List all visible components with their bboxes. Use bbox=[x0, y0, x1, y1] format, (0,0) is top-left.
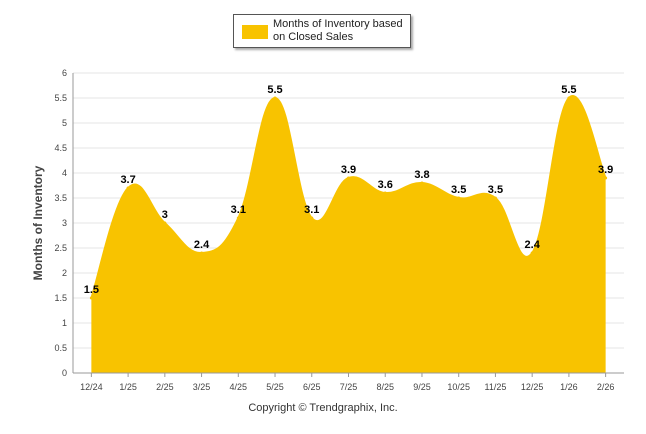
y-axis-title: Months of Inventory bbox=[31, 165, 45, 280]
data-point[interactable] bbox=[567, 96, 571, 100]
data-point[interactable] bbox=[236, 216, 240, 220]
data-point[interactable] bbox=[163, 221, 167, 225]
data-label: 2.4 bbox=[194, 239, 210, 251]
y-axis-ticks: 0 0.5 1 1.5 2 2.5 3 3.5 4 4.5 5 5.5 6 bbox=[54, 68, 67, 378]
x-tick-label: 2/25 bbox=[156, 382, 174, 392]
data-point[interactable] bbox=[457, 196, 461, 200]
series-area-layer bbox=[90, 95, 607, 373]
data-label: 3.6 bbox=[378, 179, 393, 191]
y-tick-label: 5.5 bbox=[54, 93, 67, 103]
x-tick-label: 6/25 bbox=[303, 382, 321, 392]
x-tick-label: 1/25 bbox=[119, 382, 137, 392]
x-tick-label: 1/26 bbox=[560, 382, 578, 392]
data-point[interactable] bbox=[310, 216, 314, 220]
x-tick-label: 2/26 bbox=[597, 382, 615, 392]
copyright-text: Copyright © Trendgraphix, Inc. bbox=[248, 402, 398, 414]
y-tick-label: 0.5 bbox=[54, 343, 67, 353]
data-label: 3.5 bbox=[451, 184, 466, 196]
data-point[interactable] bbox=[126, 186, 130, 190]
x-tick-label: 10/25 bbox=[447, 382, 470, 392]
data-point[interactable] bbox=[383, 191, 387, 195]
x-tick-label: 3/25 bbox=[193, 382, 211, 392]
data-point[interactable] bbox=[530, 251, 534, 255]
data-label: 3.5 bbox=[488, 184, 503, 196]
data-label: 3.8 bbox=[414, 169, 429, 181]
data-label: 5.5 bbox=[267, 84, 282, 96]
data-label: 1.5 bbox=[84, 284, 99, 296]
data-label: 3.1 bbox=[304, 204, 319, 216]
data-label: 3.9 bbox=[341, 164, 356, 176]
legend-label: Months of Inventory based on Closed Sale… bbox=[273, 18, 403, 43]
data-label: 3.7 bbox=[120, 174, 135, 186]
data-point[interactable] bbox=[200, 251, 204, 255]
x-tick-label: 12/24 bbox=[80, 382, 103, 392]
y-tick-label: 3 bbox=[62, 218, 67, 228]
data-point[interactable] bbox=[604, 176, 608, 180]
y-tick-label: 6 bbox=[62, 68, 67, 78]
y-tick-label: 5 bbox=[62, 118, 67, 128]
y-tick-label: 4.5 bbox=[54, 143, 67, 153]
x-axis-ticks: 12/24 1/25 2/25 3/25 4/25 5/25 6/25 7/25 8/25 9/2… bbox=[80, 373, 614, 392]
x-tick-label: 5/25 bbox=[266, 382, 284, 392]
series-area[interactable] bbox=[91, 96, 606, 373]
y-tick-label: 1.5 bbox=[54, 293, 67, 303]
x-tick-label: 7/25 bbox=[340, 382, 358, 392]
x-tick-label: 11/25 bbox=[485, 382, 507, 392]
data-point[interactable] bbox=[493, 196, 497, 200]
data-point[interactable] bbox=[273, 96, 277, 100]
legend-swatch bbox=[242, 25, 268, 39]
x-tick-label: 8/25 bbox=[376, 382, 394, 392]
data-label: 3.9 bbox=[598, 164, 613, 176]
data-label: 2.4 bbox=[525, 239, 541, 251]
data-point[interactable] bbox=[89, 296, 93, 300]
data-point[interactable] bbox=[420, 181, 424, 185]
x-tick-label: 9/25 bbox=[413, 382, 431, 392]
data-label: 5.5 bbox=[561, 84, 576, 96]
data-point[interactable] bbox=[347, 176, 350, 180]
y-tick-label: 0 bbox=[62, 368, 67, 378]
data-labels: 1.5 3.7 3 2.4 3.1 5.5 3.1 3.9 3.6 3.8 3.5 3.5 2.4 5.5… bbox=[84, 84, 613, 300]
y-tick-label: 1 bbox=[62, 318, 67, 328]
y-tick-label: 2 bbox=[62, 268, 67, 278]
data-label: 3.1 bbox=[231, 204, 246, 216]
data-label: 3 bbox=[162, 209, 168, 221]
x-tick-label: 12/25 bbox=[521, 382, 544, 392]
y-tick-label: 3.5 bbox=[54, 193, 67, 203]
y-tick-label: 4 bbox=[62, 168, 67, 178]
x-tick-label: 4/25 bbox=[230, 382, 248, 392]
legend[interactable]: Months of Inventory based on Closed Sale… bbox=[233, 14, 411, 48]
y-tick-label: 2.5 bbox=[54, 243, 67, 253]
